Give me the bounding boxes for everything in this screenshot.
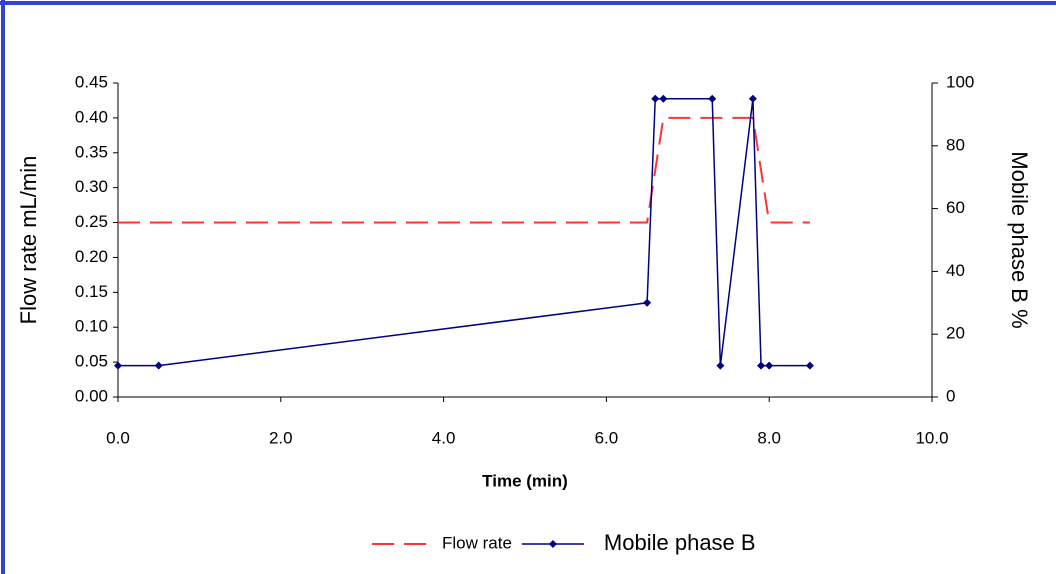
y-tick-label: 0.40: [75, 107, 108, 126]
data-point: [659, 94, 668, 103]
data-point: [708, 94, 717, 103]
data-point: [114, 361, 122, 370]
y-tick-label: 0.35: [75, 142, 108, 161]
x-tick-label: 10.0: [915, 428, 948, 447]
data-point: [765, 361, 774, 370]
y2-tick-label: 0: [946, 386, 955, 405]
series-line: [118, 116, 810, 224]
y-tick-label: 0.10: [75, 317, 108, 336]
y2-axis-label: Mobile phase B %: [1007, 151, 1032, 328]
y2-tick-label: 100: [946, 72, 974, 91]
x-tick-label: 8.0: [757, 428, 781, 447]
data-point: [651, 94, 660, 103]
x-axis-label: Time (min): [482, 471, 568, 490]
y2-tick-label: 80: [946, 135, 965, 154]
y-tick-label: 0.20: [75, 247, 108, 266]
y2-tick-label: 60: [946, 198, 965, 217]
x-tick-label: 4.0: [432, 428, 456, 447]
y-tick-label: 0.05: [75, 352, 108, 371]
y-tick-label: 0.25: [75, 212, 108, 231]
y-tick-label: 0.00: [75, 386, 108, 405]
y-tick-label: 0.45: [75, 72, 108, 91]
y-axis-label: Flow rate mL/min: [16, 156, 41, 325]
data-point: [643, 298, 652, 307]
x-tick-label: 0.0: [106, 428, 130, 447]
data-point: [716, 361, 725, 370]
legend-marker: [548, 540, 557, 548]
y2-tick-label: 40: [946, 261, 965, 280]
data-point: [757, 361, 766, 370]
legend-label: Mobile phase B: [604, 530, 756, 555]
y2-tick-label: 20: [946, 324, 965, 343]
y-tick-label: 0.30: [75, 177, 108, 196]
x-tick-label: 2.0: [269, 428, 293, 447]
series-line: [118, 97, 810, 367]
y-tick-label: 0.15: [75, 282, 108, 301]
data-point: [154, 361, 163, 370]
data-point: [748, 94, 757, 103]
legend-label: Flow rate: [442, 533, 512, 552]
data-point: [805, 361, 814, 370]
x-tick-label: 6.0: [595, 428, 619, 447]
